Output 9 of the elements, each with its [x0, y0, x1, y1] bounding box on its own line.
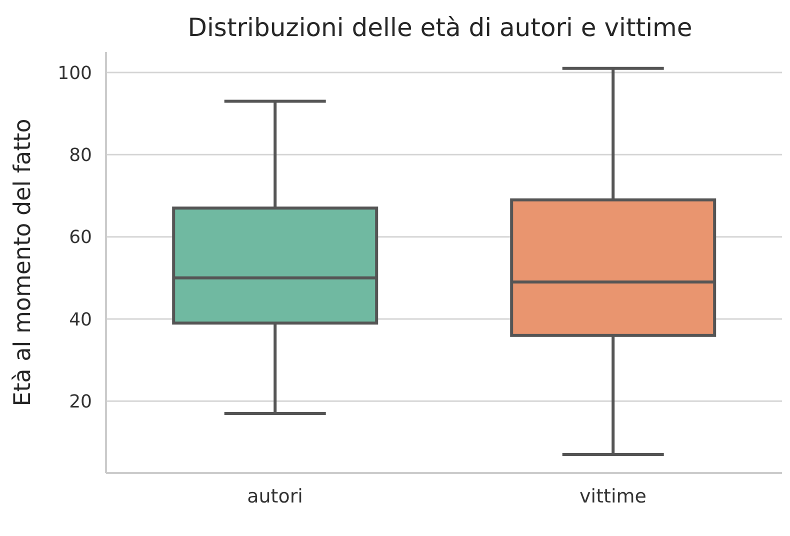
chart-title: Distribuzioni delle età di autori e vittime — [186, 12, 694, 44]
y-tick-label: 20 — [69, 392, 92, 413]
y-tick-label: 60 — [69, 227, 92, 248]
y-tick-label: 80 — [69, 145, 92, 166]
y-axis-title: Età al momento del fatto — [10, 118, 36, 406]
x-tick-label: vittime — [580, 485, 646, 508]
x-tick-label: autori — [247, 485, 303, 508]
y-tick-label: 100 — [58, 62, 92, 84]
y-tick-label: 40 — [69, 309, 92, 330]
